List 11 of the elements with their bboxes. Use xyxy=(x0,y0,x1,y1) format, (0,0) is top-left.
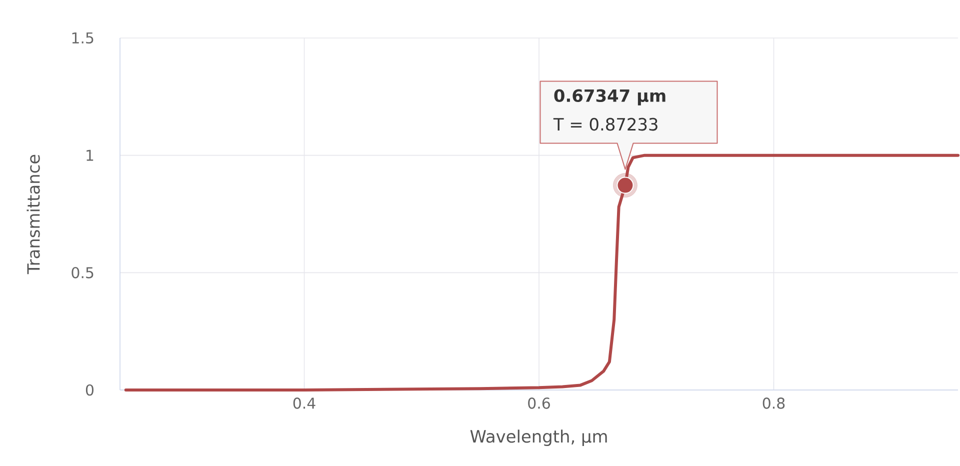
y-tick-label: 1.5 xyxy=(72,32,94,44)
annotation: 0.67347 µm xyxy=(554,89,666,106)
x-tick-label: 0.8 xyxy=(762,398,785,409)
x-axis-title: Wavelength, µm xyxy=(470,430,607,446)
x-tick-label: 0.4 xyxy=(293,398,316,409)
y-axis-title: Transmittance xyxy=(26,154,40,274)
annotation: T = 0.87233 xyxy=(553,118,658,131)
y-tick-label: 0 xyxy=(86,384,94,396)
x-tick-label: 0.6 xyxy=(528,398,550,409)
y-tick-label: 0.5 xyxy=(72,267,94,278)
y-tick-label: 1 xyxy=(86,150,94,161)
